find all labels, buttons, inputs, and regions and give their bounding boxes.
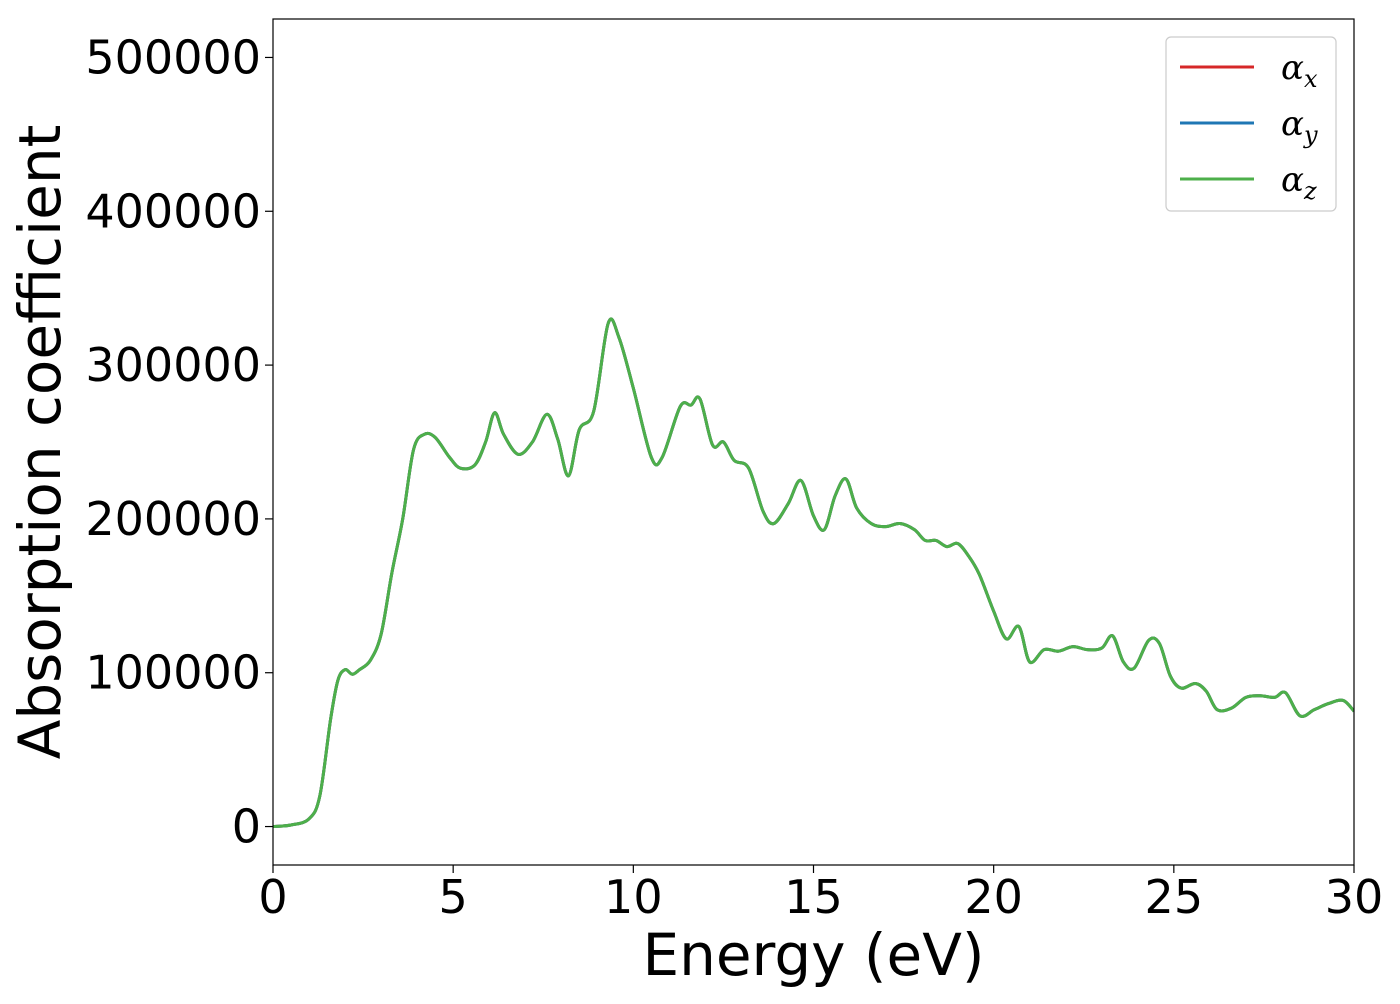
x-tick-label: 10: [604, 870, 663, 924]
series-line-y: [273, 317, 1354, 829]
y-axis-label: Absorption coefficient: [6, 125, 74, 760]
x-axis-label: Energy (eV): [642, 921, 984, 989]
x-tick-label: 25: [1145, 870, 1204, 924]
x-tick-label: 5: [439, 870, 468, 924]
x-tick-label: 0: [258, 870, 287, 924]
series-layer: [273, 317, 1354, 829]
y-tick-label: 500000: [85, 30, 261, 84]
y-tick-label: 200000: [85, 492, 261, 546]
x-tick-label: 15: [784, 870, 843, 924]
x-axis-ticks: 0 5 10 15 20 25 30: [258, 865, 1383, 924]
series-line-x: [273, 317, 1354, 829]
x-tick-label: 30: [1325, 870, 1384, 924]
legend: αx αy αz: [1165, 36, 1337, 212]
series-line-z: [273, 317, 1354, 829]
x-tick-label: 20: [964, 870, 1023, 924]
legend-label-x: αx: [1281, 48, 1318, 93]
legend-label-y: αy: [1281, 104, 1318, 149]
y-tick-label: 400000: [85, 184, 261, 238]
y-tick-label: 300000: [85, 338, 261, 392]
legend-label-z: αz: [1281, 160, 1317, 205]
y-tick-label: 0: [232, 800, 261, 854]
y-tick-label: 100000: [85, 646, 261, 700]
y-axis-ticks: 0 100000 200000 300000 400000 500000: [85, 30, 273, 854]
